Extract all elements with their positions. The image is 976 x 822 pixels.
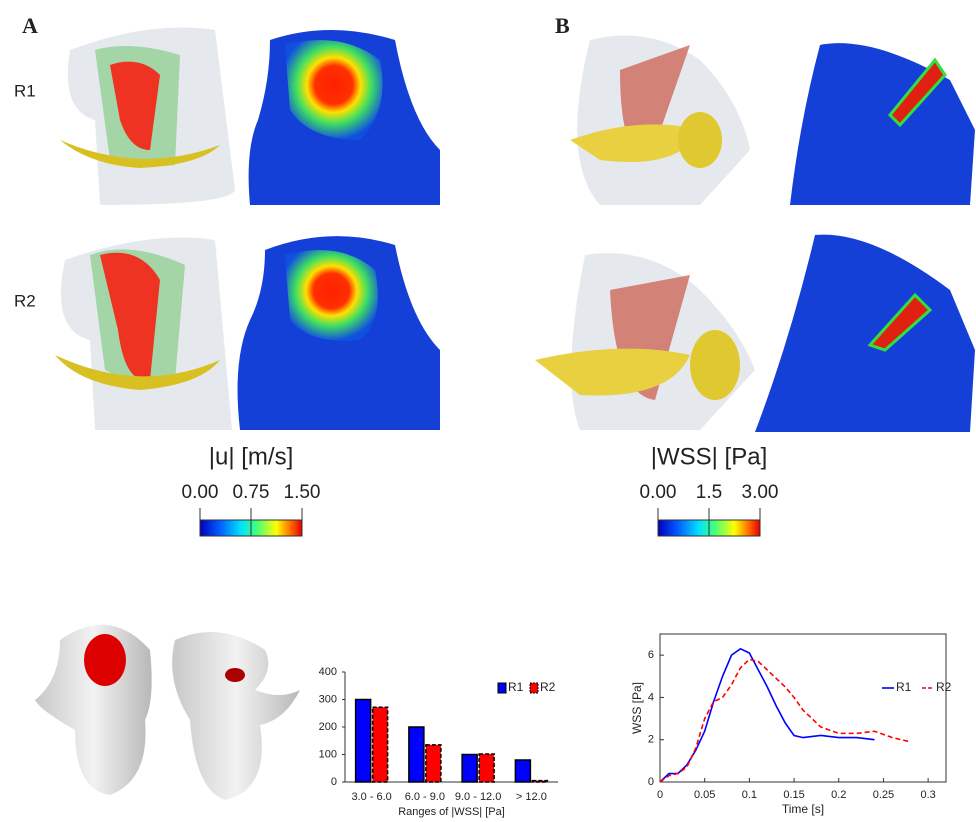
bar <box>425 744 442 783</box>
legend-swatch <box>497 682 507 694</box>
bar <box>354 698 372 783</box>
y-tick-label: 300 <box>319 693 337 705</box>
render <box>60 27 236 205</box>
colorbar-title: |WSS| [Pa] <box>651 443 768 470</box>
model <box>35 624 152 795</box>
x-tick-label: > 12.0 <box>516 791 547 803</box>
panel-label: B <box>555 13 570 38</box>
render <box>790 43 975 205</box>
x-axis-label: Time [s] <box>782 802 824 816</box>
bar <box>478 753 495 783</box>
render <box>535 253 755 430</box>
x-axis-label: Ranges of |WSS| [Pa] <box>398 806 505 818</box>
render <box>570 35 750 205</box>
legend-label: R2 <box>540 680 556 694</box>
render <box>55 237 232 430</box>
colorbar-title: |u| [m/s] <box>209 443 293 470</box>
line-series <box>659 647 875 783</box>
model <box>172 632 300 800</box>
x-tick-label: 0.05 <box>694 789 715 801</box>
colorbar-tick-label: 0.75 <box>233 482 270 503</box>
renders <box>35 27 975 800</box>
y-axis-label: WSS [Pa] <box>630 682 644 734</box>
x-tick-label: 0.25 <box>873 789 894 801</box>
row-label: R2 <box>14 291 36 310</box>
colorbar-tick-label: 3.00 <box>742 482 779 503</box>
y-tick-label: 2 <box>648 734 654 746</box>
y-tick-label: 100 <box>319 748 337 760</box>
y-tick-label: 0 <box>331 776 337 788</box>
bar <box>461 753 478 783</box>
bar <box>514 759 532 783</box>
y-tick-label: 400 <box>319 666 337 678</box>
colorbar-tick-label: 1.5 <box>696 482 722 503</box>
line-series <box>659 658 911 783</box>
panel-label: A <box>22 13 38 38</box>
x-tick-label: 0 <box>657 789 663 801</box>
x-tick-label: 0.1 <box>742 789 757 801</box>
x-tick-label: 9.0 - 12.0 <box>455 791 501 803</box>
legend-label: R1 <box>896 680 912 694</box>
bar <box>408 726 425 783</box>
bar <box>531 779 549 783</box>
legend-label: R2 <box>936 680 952 694</box>
y-tick-label: 6 <box>648 649 654 661</box>
y-tick-label: 4 <box>648 691 654 703</box>
y-tick-label: 200 <box>319 721 337 733</box>
render <box>248 30 440 205</box>
x-tick-label: 6.0 - 9.0 <box>405 791 445 803</box>
y-tick-label: 0 <box>648 776 654 788</box>
bar <box>371 706 389 783</box>
render <box>755 234 975 432</box>
legend-swatch <box>529 682 539 694</box>
plot-frame <box>659 633 947 783</box>
render <box>237 236 440 430</box>
legend-label: R1 <box>508 680 524 694</box>
colorbar-tick-label: 0.00 <box>182 482 219 503</box>
colorbar-tick-label: 1.50 <box>284 482 321 503</box>
x-tick-label: 0.3 <box>920 789 935 801</box>
x-tick-label: 3.0 - 6.0 <box>351 791 391 803</box>
row-label: R1 <box>14 81 36 100</box>
colorbar-tick-label: 0.00 <box>640 482 677 503</box>
x-tick-label: 0.15 <box>783 789 804 801</box>
x-tick-label: 0.2 <box>831 789 846 801</box>
